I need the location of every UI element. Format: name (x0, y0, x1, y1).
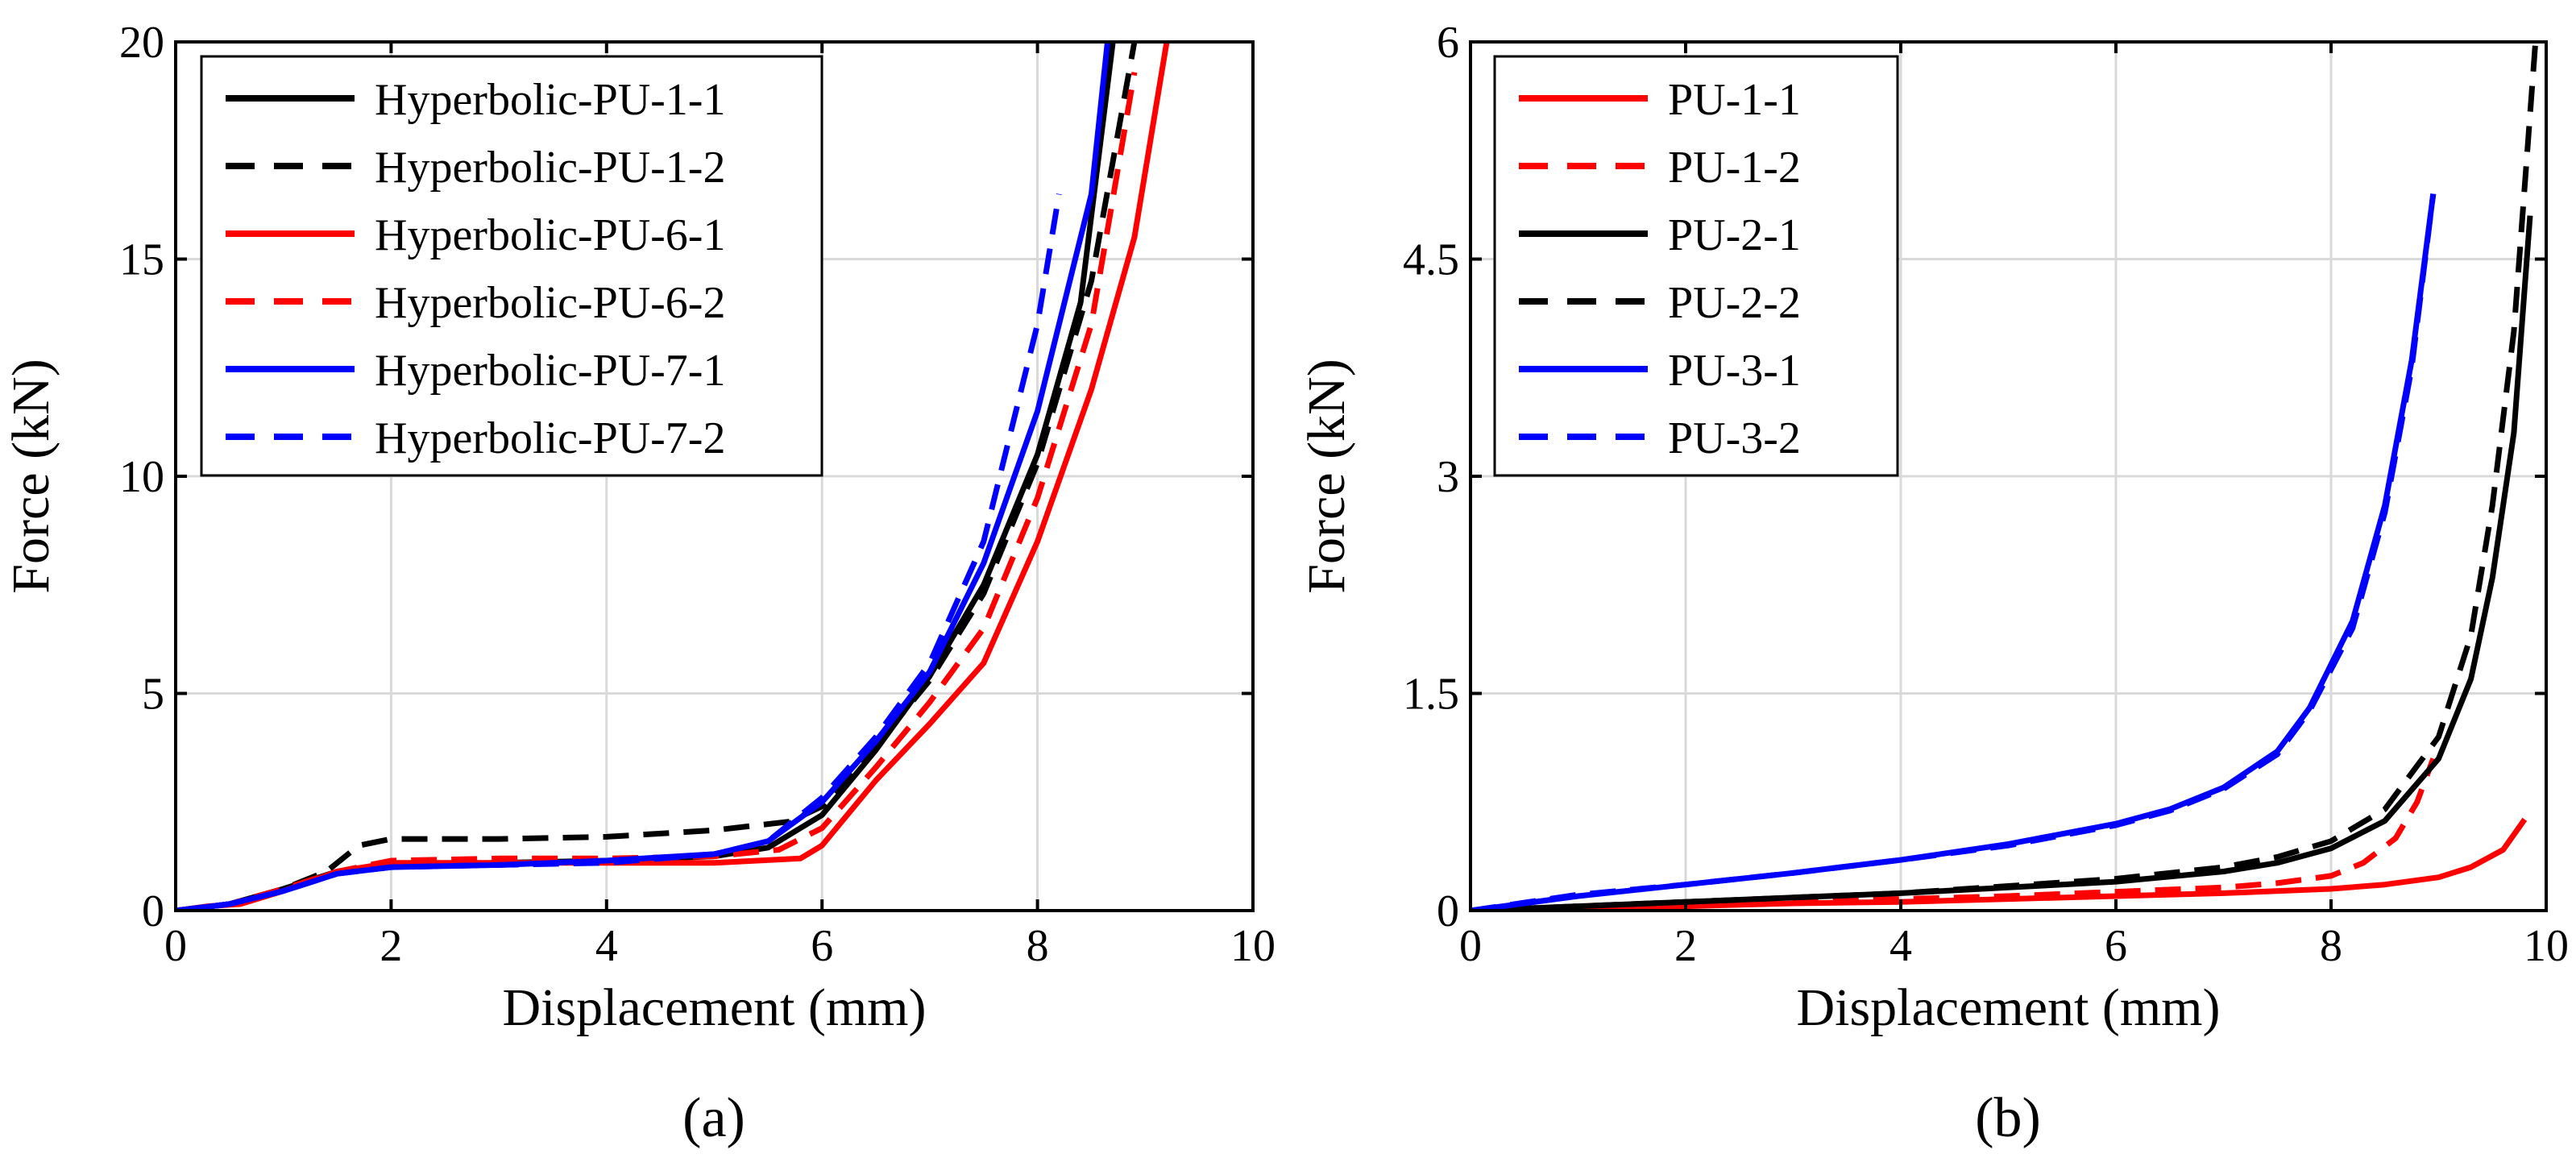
x-tick-label: 0 (164, 921, 187, 971)
x-tick-label: 10 (2524, 921, 2569, 971)
series-line-pu-1-2 (1471, 757, 2437, 911)
legend-box (200, 55, 823, 477)
legend-entry-label: PU-2-2 (1668, 278, 1801, 328)
panel-caption: (a) (682, 1087, 745, 1149)
x-tick-label: 2 (380, 921, 402, 971)
panel-caption: (b) (1975, 1087, 2041, 1149)
y-tick-label: 0 (142, 886, 164, 936)
legend-entry-label: PU-3-1 (1668, 346, 1801, 396)
y-tick-label: 20 (119, 18, 164, 68)
series-line-pu-2-1 (1471, 215, 2533, 911)
legend-entry-label: Hyperbolic-PU-1-2 (375, 143, 725, 193)
x-axis-label: Displacement (mm) (1796, 978, 2220, 1037)
series-line-pu-3-2 (1471, 193, 2437, 911)
legend-entry-label: Hyperbolic-PU-6-1 (375, 210, 725, 260)
x-tick-label: 6 (811, 921, 833, 971)
legend-entry-label: PU-2-1 (1668, 210, 1801, 260)
series-line-pu-2-2 (1471, 41, 2539, 911)
x-tick-label: 4 (595, 921, 618, 971)
x-tick-label: 4 (1889, 921, 1912, 971)
x-tick-label: 8 (2320, 921, 2342, 971)
y-tick-label: 3 (1437, 452, 1459, 502)
series-line-hyperbolic-pu-7-2 (176, 193, 1062, 911)
chart-panel-b: 0 2 4 6 8 10 0 1.5 3 4.5 6 Displacement (mm) Force (… (1297, 18, 2569, 1149)
x-tick-label: 2 (1674, 921, 1697, 971)
y-tick-label: 15 (119, 235, 164, 285)
x-axis-label: Displacement (mm) (502, 978, 926, 1037)
x-tick-label: 10 (1230, 921, 1276, 971)
y-tick-label: 5 (142, 670, 164, 720)
legend-entry-label: Hyperbolic-PU-7-1 (375, 346, 725, 396)
legend-entry-label: PU-1-1 (1668, 75, 1801, 125)
y-axis-label: Force (kN) (2, 359, 60, 593)
legend-b: PU-1-1 PU-1-2 PU-2-1 PU-2-2 PU-3-1 PU-3-2 (1493, 55, 1899, 477)
legend-entry-label: PU-3-2 (1668, 413, 1801, 463)
x-tick-label: 6 (2105, 921, 2127, 971)
legend-entry-label: Hyperbolic-PU-7-2 (375, 413, 725, 463)
y-tick-label: 6 (1437, 18, 1459, 68)
y-tick-label: 10 (119, 452, 164, 502)
y-tick-label: 0 (1437, 886, 1459, 936)
y-tick-label: 1.5 (1403, 670, 1459, 720)
legend-a: Hyperbolic-PU-1-1 Hyperbolic-PU-1-2 Hyperb… (200, 55, 823, 477)
series-line-pu-1-1 (1471, 817, 2528, 911)
legend-entry-label: Hyperbolic-PU-1-1 (375, 75, 725, 125)
chart-panel-a: 0 2 4 6 8 10 0 5 10 15 20 Displacement (mm) Force (k… (2, 18, 1276, 1149)
legend-entry-label: Hyperbolic-PU-6-2 (375, 278, 725, 328)
legend-box (1493, 55, 1899, 477)
x-tick-label: 8 (1027, 921, 1049, 971)
y-axis-label: Force (kN) (1297, 359, 1356, 593)
legend-entry-label: PU-1-2 (1668, 143, 1801, 193)
x-tick-label: 0 (1459, 921, 1482, 971)
y-tick-label: 4.5 (1403, 235, 1459, 285)
